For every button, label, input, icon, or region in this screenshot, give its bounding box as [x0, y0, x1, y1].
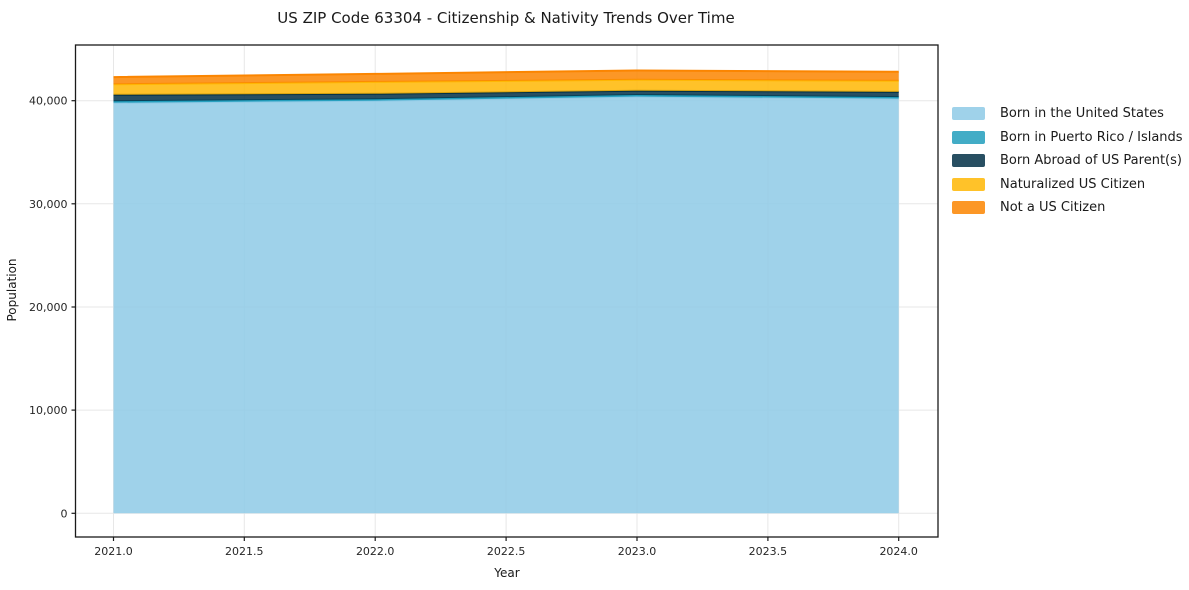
legend: Born in the United States Born in Puerto …	[952, 102, 1183, 220]
area-not-a-us-citizen	[113, 70, 899, 85]
legend-swatch	[952, 107, 985, 121]
legend-label: Naturalized US Citizen	[1000, 176, 1146, 192]
x-tick-label-2023.0: 2023.0	[618, 545, 657, 558]
x-tick-label-2021.0: 2021.0	[94, 545, 133, 558]
x-tick-label-2022.5: 2022.5	[487, 545, 526, 558]
x-tick-label-2022.0: 2022.0	[356, 545, 395, 558]
x-tick-label-2024.0: 2024.0	[879, 545, 918, 558]
area-born-abroad-of-us-parent-s	[113, 90, 899, 102]
legend-swatch	[952, 201, 985, 215]
y-tick-label-10,000: 10,000	[29, 404, 68, 417]
edge-line-not-a-us-citizen	[113, 69, 899, 79]
x-tick-label-2021.5: 2021.5	[225, 545, 264, 558]
plot-border	[74, 44, 939, 538]
legend-item-born-in-puerto-rico-islands: Born in Puerto Rico / Islands	[952, 126, 1183, 150]
legend-label: Born in Puerto Rico / Islands	[1000, 129, 1183, 145]
y-tick-label-0: 0	[61, 507, 68, 520]
area-born-in-puerto-rico-islands	[113, 95, 899, 103]
legend-item-born-in-the-united-states: Born in the United States	[952, 102, 1183, 126]
legend-swatch	[952, 154, 985, 168]
legend-label: Born Abroad of US Parent(s)	[1000, 153, 1182, 169]
y-tick-label-20,000: 20,000	[29, 301, 68, 314]
legend-swatch	[952, 130, 985, 144]
legend-item-born-abroad-of-us-parent-s: Born Abroad of US Parent(s)	[952, 149, 1183, 173]
chart-title: US ZIP Code 63304 - Citizenship & Nativi…	[277, 9, 734, 27]
legend-swatch	[952, 177, 985, 191]
legend-label: Born in the United States	[1000, 106, 1164, 122]
y-tick-label-30,000: 30,000	[29, 198, 68, 211]
plot-area: 2021.0 2021.5 2022.0 2022.5 2023.0 2023.5 2024…	[29, 44, 939, 558]
area-naturalized-us-citizen	[113, 79, 899, 95]
legend-item-not-a-us-citizen: Not a US Citizen	[952, 196, 1183, 220]
x-axis-label: Year	[493, 566, 519, 580]
y-tick-label-40,000: 40,000	[29, 95, 68, 108]
y-axis-label: Population	[5, 258, 19, 321]
legend-label: Not a US Citizen	[1000, 200, 1106, 216]
x-tick-label-2023.5: 2023.5	[749, 545, 788, 558]
legend-item-naturalized-us-citizen: Naturalized US Citizen	[952, 173, 1183, 197]
area-born-in-the-united-states	[113, 96, 899, 514]
